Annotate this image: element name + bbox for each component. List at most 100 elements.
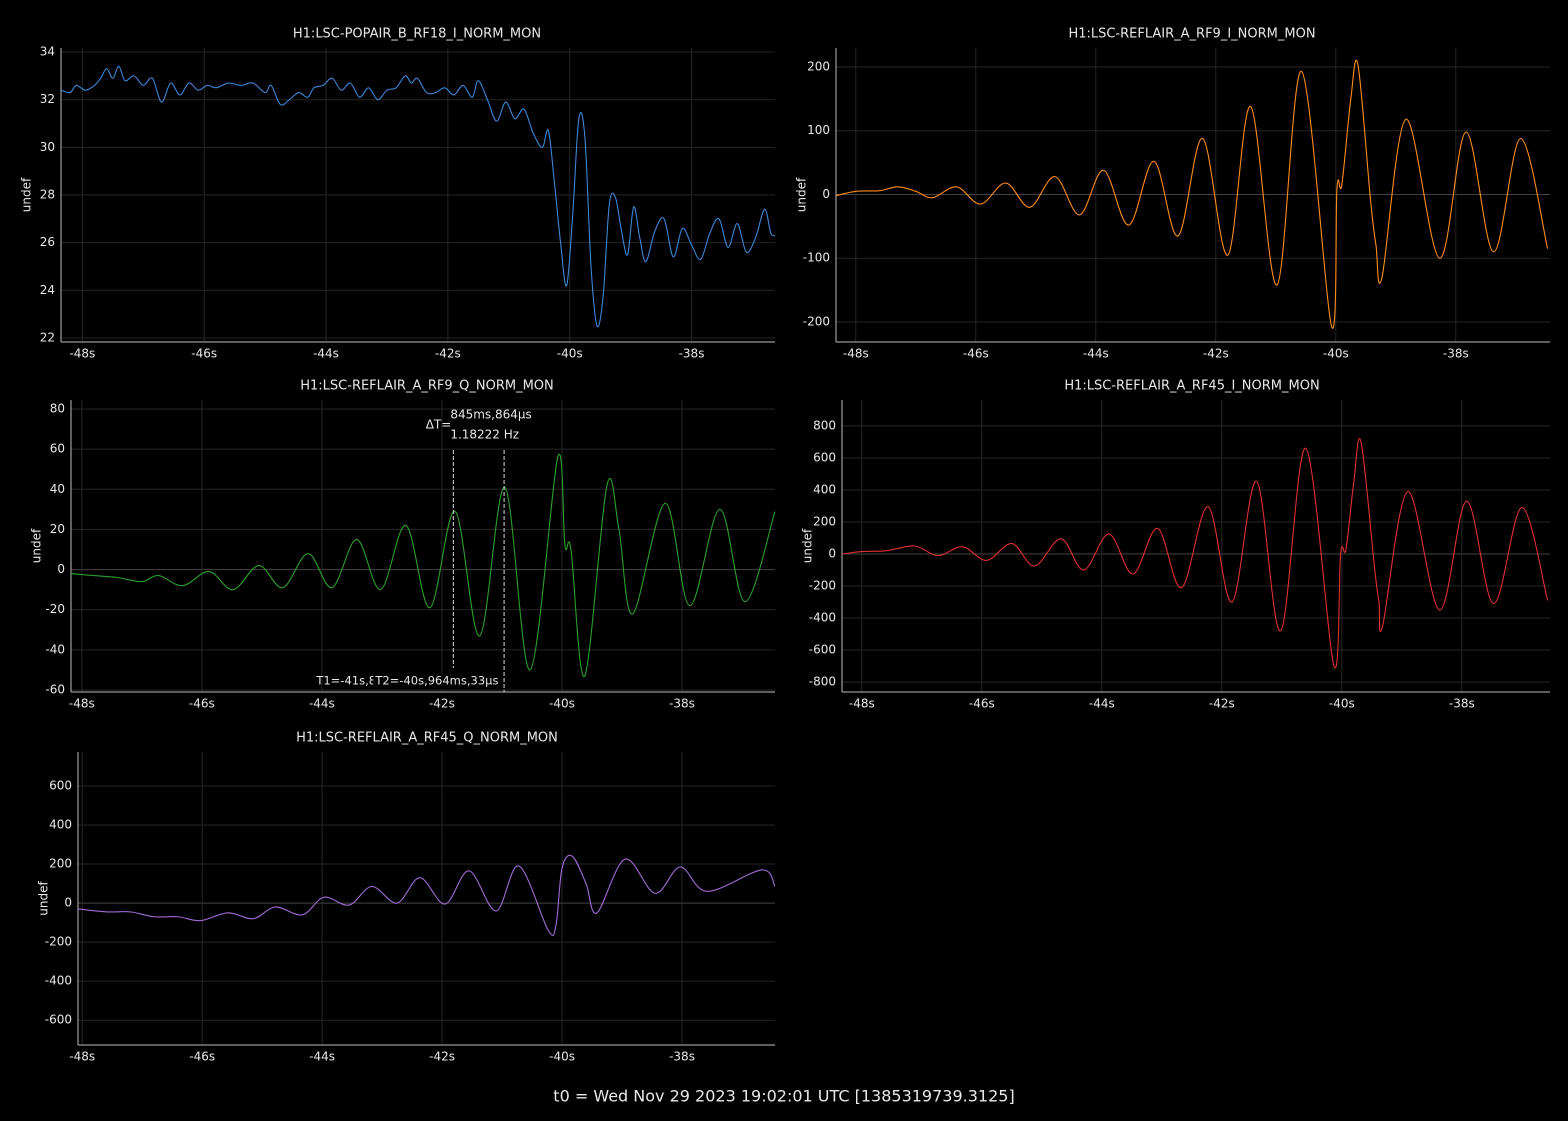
x-tick-label: -46s (189, 697, 215, 711)
data-line (842, 438, 1549, 669)
x-tick-label: -40s (557, 347, 583, 361)
y-tick-label: -200 (803, 314, 830, 328)
x-tick-label: -48s (843, 347, 869, 361)
subplot-title: H1:LSC-REFLAIR_A_RF9_I_NORM_MON (1068, 27, 1315, 42)
y-tick-label: -200 (45, 935, 72, 949)
label-bg (373, 673, 502, 689)
y-tick-label: -60 (45, 682, 65, 696)
x-tick-label: -44s (1089, 697, 1115, 711)
x-tick-label: -42s (429, 1050, 455, 1064)
subplot-title: H1:LSC-REFLAIR_A_RF45_Q_NORM_MON (296, 731, 558, 746)
x-tick-label: -38s (679, 347, 705, 361)
footer: t0 = Wed Nov 29 2023 19:02:01 UTC [13853… (553, 1087, 1014, 1106)
y-tick-label: -100 (803, 251, 830, 265)
y-tick-label: 600 (49, 778, 72, 792)
cursor1-label: T1=-41s,8 (315, 674, 376, 688)
y-tick-label: 100 (807, 123, 830, 137)
x-tick-label: -44s (1083, 347, 1109, 361)
y-tick-label: 32 (40, 92, 55, 106)
x-tick-label: -40s (1323, 347, 1349, 361)
y-tick-label: -400 (45, 974, 72, 988)
y-tick-label: 0 (822, 187, 830, 201)
subplot-title: H1:LSC-REFLAIR_A_RF45_I_NORM_MON (1064, 379, 1319, 394)
y-axis-title: undef (801, 528, 815, 563)
x-tick-label: -46s (963, 347, 989, 361)
y-axis-title: undef (37, 881, 51, 916)
plot-area (836, 59, 1549, 329)
x-tick-label: -44s (309, 1050, 335, 1064)
plot-area (842, 438, 1549, 669)
y-tick-label: -40 (45, 642, 65, 656)
x-tick-label: -40s (549, 697, 575, 711)
y-tick-label: -800 (809, 675, 836, 689)
y-tick-label: 20 (50, 522, 65, 536)
y-tick-label: 28 (40, 188, 55, 202)
x-tick-label: -44s (313, 347, 339, 361)
x-tick-label: -44s (309, 697, 335, 711)
x-tick-label: -38s (669, 697, 695, 711)
x-tick-label: -48s (849, 697, 875, 711)
x-tick-label: -42s (1203, 347, 1229, 361)
x-tick-label: -42s (435, 347, 461, 361)
plot-area (71, 453, 775, 677)
y-tick-label: 40 (50, 482, 65, 496)
y-tick-label: 400 (813, 482, 836, 496)
x-tick-label: -48s (69, 347, 95, 361)
y-tick-label: 0 (828, 547, 836, 561)
y-tick-label: 60 (50, 442, 65, 456)
y-tick-label: 34 (40, 45, 55, 59)
delta-time: 845ms,864µs (450, 408, 531, 422)
x-tick-label: -38s (669, 1050, 695, 1064)
y-tick-label: -600 (809, 643, 836, 657)
y-tick-label: 24 (40, 283, 55, 297)
x-tick-label: -46s (969, 697, 995, 711)
x-tick-label: -48s (69, 697, 95, 711)
y-tick-label: 200 (49, 857, 72, 871)
subplot: H1:LSC-REFLAIR_A_RF9_Q_NORM_MONundef-60-… (30, 379, 775, 711)
x-tick-label: -46s (191, 347, 217, 361)
x-tick-label: -38s (1449, 697, 1475, 711)
y-tick-label: -200 (809, 579, 836, 593)
y-tick-label: 80 (50, 402, 65, 416)
y-axis-title: undef (20, 177, 34, 212)
y-tick-label: 0 (57, 562, 65, 576)
y-tick-label: 0 (64, 896, 72, 910)
cursor2-label: T2=-40s,964ms,33µs (374, 674, 498, 688)
data-line (61, 65, 775, 328)
data-line (78, 854, 775, 937)
x-tick-label: -38s (1443, 347, 1469, 361)
x-tick-label: -40s (549, 1050, 575, 1064)
delta-freq: 1.18222 Hz (450, 428, 519, 442)
plot-area (78, 854, 775, 937)
y-tick-label: 26 (40, 235, 55, 249)
data-line (71, 453, 775, 677)
delta-label: ΔT= (426, 418, 452, 432)
y-tick-label: 200 (813, 514, 836, 528)
x-tick-label: -46s (189, 1050, 215, 1064)
y-tick-label: 200 (807, 59, 830, 73)
y-tick-label: 800 (813, 418, 836, 432)
y-tick-label: -600 (45, 1013, 72, 1027)
data-line (836, 59, 1549, 329)
x-tick-label: -40s (1329, 697, 1355, 711)
subplot-title: H1:LSC-POPAIR_B_RF18_I_NORM_MON (293, 27, 541, 42)
y-axis-title: undef (795, 177, 809, 212)
x-tick-label: -42s (429, 697, 455, 711)
y-axis-title: undef (30, 528, 44, 563)
y-tick-label: 400 (49, 818, 72, 832)
y-tick-label: 22 (40, 330, 55, 344)
subplot-title: H1:LSC-REFLAIR_A_RF9_Q_NORM_MON (300, 379, 554, 394)
y-tick-label: 30 (40, 140, 55, 154)
y-tick-label: -400 (809, 611, 836, 625)
y-tick-label: 600 (813, 450, 836, 464)
plot-area (61, 65, 775, 328)
x-tick-label: -42s (1209, 697, 1235, 711)
y-tick-label: -20 (45, 602, 65, 616)
x-tick-label: -48s (69, 1050, 95, 1064)
